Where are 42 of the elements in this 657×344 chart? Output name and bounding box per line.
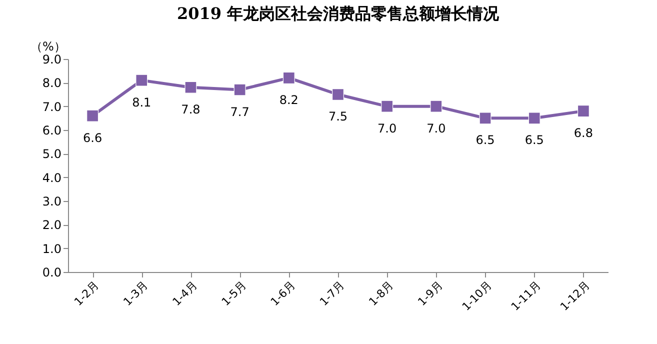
y-tick-label: 8.0 bbox=[42, 76, 62, 90]
point bbox=[234, 84, 246, 96]
x-tick-label: 1-8月 bbox=[366, 278, 396, 308]
y-tick-label: 3.0 bbox=[42, 194, 62, 208]
text: 7.5 bbox=[328, 110, 348, 124]
x-tick-label: 1-5月 bbox=[219, 278, 249, 308]
text: 6.8 bbox=[574, 126, 593, 140]
point bbox=[479, 112, 492, 124]
point bbox=[430, 100, 442, 112]
text: 7.7 bbox=[230, 104, 250, 119]
y-tick-label: 2.0 bbox=[42, 218, 62, 232]
x-tick-label: 1-7月 bbox=[317, 278, 347, 308]
point bbox=[332, 88, 344, 100]
y-tick-label: 0.0 bbox=[42, 266, 62, 280]
y-tick-label: 1.0 bbox=[42, 242, 62, 256]
x-tick-label: 1-3月 bbox=[120, 278, 151, 308]
text: 7.0 bbox=[426, 121, 446, 136]
point bbox=[282, 72, 295, 84]
y-axis-title: （%） bbox=[30, 40, 66, 54]
x-tick-label: 1-9月 bbox=[415, 278, 446, 308]
point bbox=[184, 81, 197, 94]
chart-title: 2019 年龙岗区社会消费品零售总额增长情况 bbox=[176, 4, 500, 23]
y-tick-label: 4.0 bbox=[42, 170, 62, 185]
y-tick-label: 5.0 bbox=[42, 147, 62, 162]
point bbox=[136, 74, 148, 86]
y-tick-label: 6.0 bbox=[42, 124, 62, 138]
point bbox=[577, 105, 590, 118]
point bbox=[86, 110, 99, 122]
x-tick-label: 1-2月 bbox=[72, 278, 102, 308]
text: 8.2 bbox=[279, 92, 298, 107]
x-tick-label: 1-6月 bbox=[268, 278, 298, 308]
point bbox=[528, 112, 540, 124]
text: 8.1 bbox=[132, 95, 152, 110]
y-tick-label: 9.0 bbox=[42, 52, 62, 66]
x-tick-label: 1-4月 bbox=[170, 278, 200, 308]
y-tick-label: 7.0 bbox=[42, 100, 62, 114]
text: 6.5 bbox=[476, 133, 495, 148]
point bbox=[381, 100, 394, 112]
text: 6.5 bbox=[524, 133, 544, 148]
text: 6.6 bbox=[83, 130, 102, 145]
text: 7.8 bbox=[181, 102, 200, 116]
text: 7.0 bbox=[378, 121, 397, 136]
